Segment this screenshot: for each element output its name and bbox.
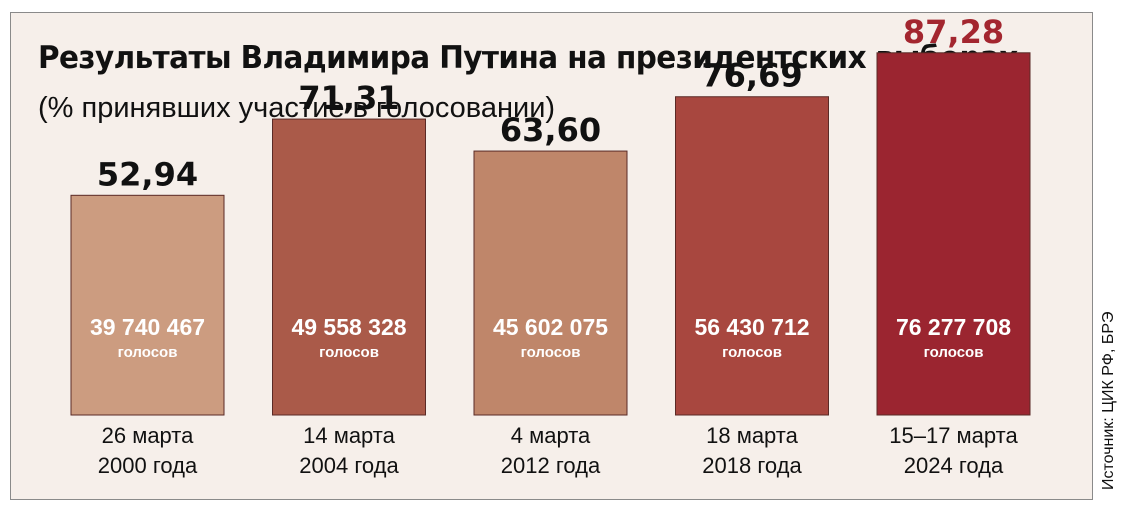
- votes-unit-label: голосов: [722, 344, 782, 361]
- votes-unit-label: голосов: [521, 344, 581, 361]
- bar: [876, 52, 1031, 416]
- value-label: 76,69: [701, 57, 802, 95]
- source-note: Источник: ЦИК РФ, БРЭ: [1100, 311, 1117, 490]
- votes-count: 39 740 467: [90, 314, 205, 340]
- votes-count: 45 602 075: [493, 314, 608, 340]
- value-label: 63,60: [500, 111, 601, 149]
- bar: [675, 96, 829, 416]
- date-label: 18 марта: [706, 423, 799, 448]
- value-label: 52,94: [97, 155, 198, 193]
- bar: [272, 118, 426, 416]
- votes-count: 56 430 712: [694, 314, 809, 340]
- bar: [70, 194, 225, 416]
- year-label: 2012 года: [501, 453, 601, 478]
- value-label: 71,31: [298, 79, 399, 117]
- votes-unit-label: голосов: [319, 344, 379, 361]
- bar: [473, 150, 628, 416]
- chart-title: Результаты Владимира Путина на президент…: [38, 40, 1018, 76]
- date-label: 4 марта: [511, 423, 591, 448]
- votes-unit-label: голосов: [118, 344, 178, 361]
- votes-count: 49 558 328: [291, 314, 406, 340]
- year-label: 2018 года: [702, 453, 802, 478]
- votes-unit-label: голосов: [924, 344, 984, 361]
- value-label: 87,28: [903, 13, 1004, 51]
- votes-count: 76 277 708: [896, 314, 1011, 340]
- date-label: 15–17 марта: [889, 423, 1018, 448]
- date-label: 26 марта: [102, 423, 195, 448]
- year-label: 2004 года: [299, 453, 399, 478]
- date-label: 14 марта: [303, 423, 396, 448]
- year-label: 2024 года: [904, 453, 1004, 478]
- year-label: 2000 года: [98, 453, 198, 478]
